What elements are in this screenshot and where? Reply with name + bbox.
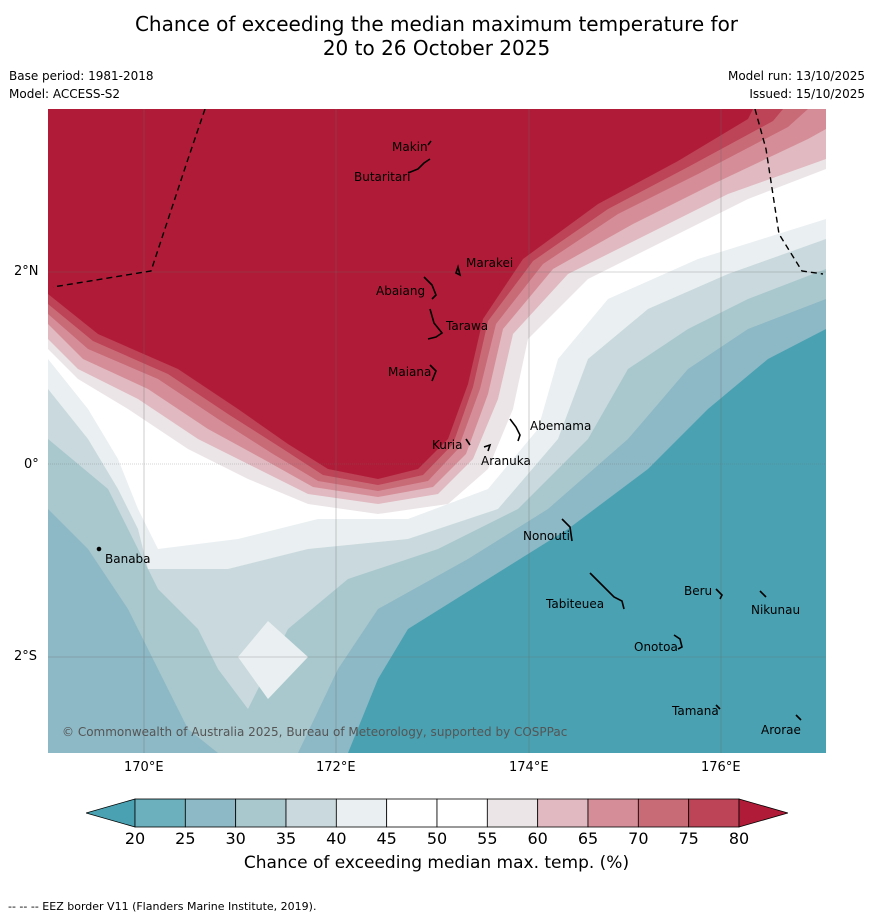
island-nikunau xyxy=(759,590,767,598)
island-butaritari xyxy=(407,158,431,174)
label-kuria: Kuria xyxy=(432,438,463,452)
label-nonouti: Nonouti xyxy=(523,529,570,543)
base-period: Base period: 1981-2018 xyxy=(9,69,154,83)
label-makin: Makin xyxy=(392,140,428,154)
colorbar-tick-label: 60 xyxy=(527,829,548,848)
colorbar-cell xyxy=(184,798,237,828)
island-tarawa xyxy=(427,308,444,340)
band-above-80 xyxy=(48,109,753,479)
label-nikunau: Nikunau xyxy=(751,603,800,617)
map-title: Chance of exceeding the median maximum t… xyxy=(0,12,873,60)
colorbar-cell xyxy=(587,798,639,828)
issued-date: Issued: 15/10/2025 xyxy=(749,87,865,101)
colorbar-tick-label: 20 xyxy=(124,829,146,848)
probability-map: Makin Butaritari Marakei Abaiang Tarawa … xyxy=(48,109,826,753)
island-abemama xyxy=(509,418,521,442)
model-run: Model run: 13/10/2025 xyxy=(727,69,865,83)
colorbar-tick-label: 50 xyxy=(426,829,448,848)
colorbar-cell xyxy=(134,798,186,828)
lon-label-170e: 170°E xyxy=(124,760,164,775)
colorbar-cell xyxy=(486,798,539,828)
colorbar-cell xyxy=(637,798,690,828)
title-line-1: Chance of exceeding the median maximum t… xyxy=(134,12,739,36)
island-maiana xyxy=(429,364,437,382)
title-line-2: 20 to 26 October 2025 xyxy=(322,36,551,60)
copyright-notice: © Commonwealth of Australia 2025, Bureau… xyxy=(62,725,567,739)
label-abemama: Abemama xyxy=(530,419,591,433)
label-tarawa: Tarawa xyxy=(445,319,488,333)
colorbar-cell xyxy=(235,798,287,828)
lon-label-172e: 172°E xyxy=(316,760,356,775)
model-name: Model: ACCESS-S2 xyxy=(9,87,121,101)
island-arorae xyxy=(795,714,802,721)
colorbar-cell xyxy=(335,798,388,828)
label-aranuka: Aranuka xyxy=(481,454,531,468)
eez-borders xyxy=(52,109,824,288)
label-maiana: Maiana xyxy=(388,365,431,379)
colorbar-tick-label: 55 xyxy=(477,829,498,848)
island-onotoa xyxy=(673,634,683,650)
island-abaiang xyxy=(423,276,437,300)
island-aranuka xyxy=(483,443,492,452)
label-tabiteuea: Tabiteuea xyxy=(545,597,604,611)
island-tabiteuea xyxy=(589,572,625,610)
lon-label-176e: 176°E xyxy=(701,760,741,775)
colorbar-tick-label: 35 xyxy=(275,829,297,848)
lat-label-2s: 2°S xyxy=(14,649,38,664)
islands xyxy=(96,140,802,721)
graticule xyxy=(48,109,826,753)
label-onotoa: Onotoa xyxy=(634,640,678,654)
label-tamana: Tamana xyxy=(671,704,719,718)
colorbar-cell xyxy=(386,798,438,828)
island-beru xyxy=(715,588,723,600)
label-banaba: Banaba xyxy=(105,552,151,566)
colorbar-tick-label: 25 xyxy=(175,829,196,848)
eez-border-west xyxy=(52,109,206,288)
colorbar-cells xyxy=(86,798,788,828)
label-beru: Beru xyxy=(684,584,712,598)
label-marakei: Marakei xyxy=(466,256,513,270)
colorbar-cell xyxy=(285,798,337,828)
label-abaiang: Abaiang xyxy=(376,284,425,298)
lat-label-2n: 2°N xyxy=(14,264,39,279)
colorbar-label: Chance of exceeding median max. temp. (%… xyxy=(243,853,630,873)
label-arorae: Arorae xyxy=(761,723,801,737)
colorbar-cell xyxy=(436,798,488,828)
colorbar xyxy=(86,798,788,828)
colorbar-tick-label: 45 xyxy=(376,829,397,848)
colorbar-tick-label: 30 xyxy=(225,829,246,848)
colorbar-tick-label: 75 xyxy=(678,829,699,848)
island-makin xyxy=(427,140,432,146)
island-banaba xyxy=(96,546,102,552)
colorbar-cell xyxy=(688,798,740,828)
island-nonouti xyxy=(561,518,573,542)
band-45-patch xyxy=(238,621,308,699)
colorbar-tick-label: 65 xyxy=(577,829,599,848)
lat-label-equator: 0° xyxy=(24,457,39,472)
colorbar-tick-label: 80 xyxy=(728,829,750,848)
colorbar-below-min xyxy=(86,798,136,828)
place-labels: Makin Butaritari Marakei Abaiang Tarawa … xyxy=(105,140,801,737)
island-marakei xyxy=(455,264,462,277)
island-tamana xyxy=(715,704,721,710)
colorbar-tick-label: 70 xyxy=(628,829,649,848)
eez-footnote: -- -- -- EEZ border V11 (Flanders Marine… xyxy=(8,900,317,913)
label-butaritari: Butaritari xyxy=(354,170,411,184)
colorbar-cell xyxy=(537,798,589,828)
colorbar-above-max xyxy=(738,798,788,828)
island-kuria xyxy=(465,438,471,446)
colorbar-tick-label: 40 xyxy=(326,829,347,848)
lon-label-174e: 174°E xyxy=(509,760,549,775)
